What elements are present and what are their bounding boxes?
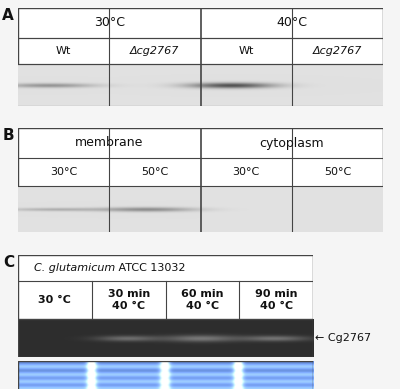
Text: ATCC 13032: ATCC 13032 [115, 263, 186, 273]
Text: 30°C: 30°C [50, 167, 77, 177]
Text: cytoplasm: cytoplasm [260, 137, 324, 149]
Text: Wt: Wt [238, 46, 254, 56]
Text: 50°C: 50°C [324, 167, 351, 177]
Text: Δcg2767: Δcg2767 [313, 46, 362, 56]
Text: B: B [2, 128, 14, 143]
Text: 60 min
40 °C: 60 min 40 °C [181, 289, 224, 311]
Text: 30°C: 30°C [232, 167, 260, 177]
Text: C. glutamicum: C. glutamicum [34, 263, 115, 273]
Text: 40°C: 40°C [276, 16, 307, 30]
Text: Wt: Wt [56, 46, 71, 56]
Text: 30 °C: 30 °C [38, 295, 71, 305]
Text: Δcg2767: Δcg2767 [130, 46, 180, 56]
Text: 90 min
40 °C: 90 min 40 °C [255, 289, 297, 311]
Text: C: C [3, 255, 14, 270]
Text: 30 min
40 °C: 30 min 40 °C [108, 289, 150, 311]
Text: A: A [2, 8, 14, 23]
Text: membrane: membrane [75, 137, 144, 149]
Text: 30°C: 30°C [94, 16, 125, 30]
Text: ← Cg2767: ← Cg2767 [315, 333, 371, 343]
Text: 50°C: 50°C [141, 167, 168, 177]
